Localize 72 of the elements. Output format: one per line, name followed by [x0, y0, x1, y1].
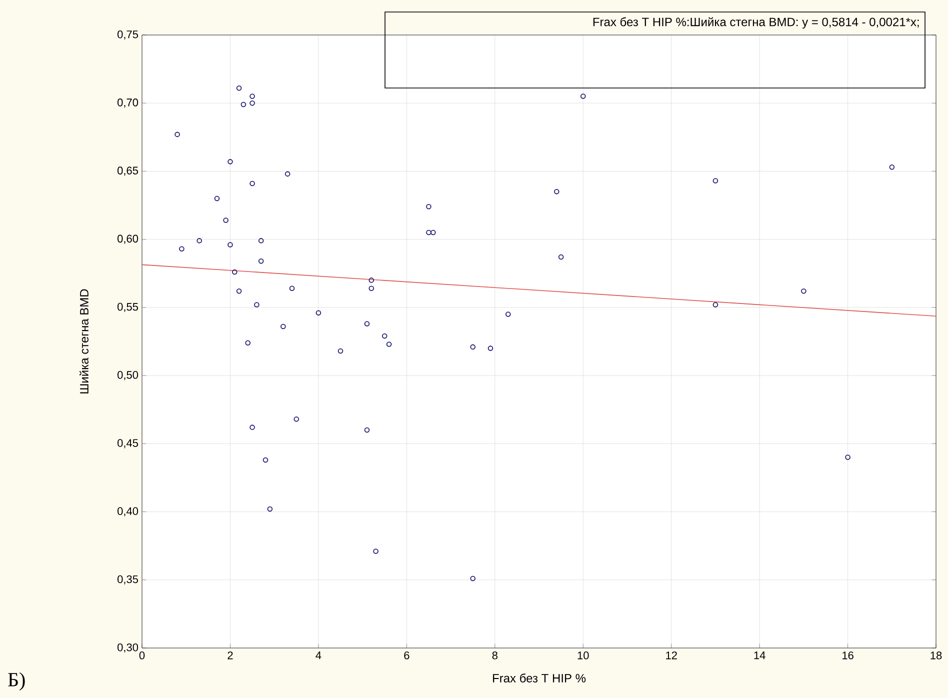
- point: [228, 242, 233, 248]
- y-tick-label: 0,35: [118, 575, 138, 584]
- point: [250, 94, 255, 99]
- point: [368, 286, 374, 292]
- point: [250, 100, 255, 106]
- point: [236, 85, 242, 91]
- text: Frax без T HIP %:Шийка стегна BMD: y = 0,5814 - 0,0021*x;: [593, 17, 919, 29]
- point: [232, 269, 238, 275]
- point: [470, 576, 476, 582]
- point: [470, 344, 476, 350]
- point: [267, 506, 273, 512]
- point: [280, 324, 286, 330]
- point: [223, 218, 228, 223]
- point: [712, 302, 718, 308]
- point: [258, 238, 264, 244]
- x-tick-label: 2: [228, 652, 233, 660]
- x-tick-label: 8: [492, 652, 498, 660]
- point: [179, 246, 184, 252]
- y-tick-label: 0,40: [118, 507, 138, 516]
- point: [338, 348, 344, 354]
- y-tick-label: 0,65: [118, 166, 138, 176]
- x-tick-label: 4: [316, 652, 322, 660]
- y-axis-title: Шийка стегна BMD: [79, 289, 88, 394]
- y-tick-label: 0,75: [118, 30, 138, 40]
- point: [228, 159, 233, 164]
- x-tick-label: 16: [842, 652, 854, 660]
- point: [426, 204, 432, 210]
- point: [245, 340, 251, 346]
- x-axis-title: Frax без T HIP %: [492, 674, 586, 682]
- point: [801, 288, 806, 294]
- x-tick-label: 12: [666, 652, 677, 660]
- point: [316, 310, 322, 316]
- point: [382, 333, 388, 339]
- point: [373, 548, 378, 554]
- point: [262, 457, 268, 463]
- point: [250, 424, 255, 430]
- point: [284, 171, 290, 177]
- y-tick-label: 0,70: [118, 98, 138, 108]
- y-tick-label: 0,55: [118, 302, 138, 312]
- point: [554, 189, 560, 194]
- y-tick-label: 0,50: [118, 371, 138, 380]
- point: [488, 346, 494, 351]
- point: [258, 258, 264, 264]
- x-tick-label: 14: [754, 652, 766, 660]
- y-tick-label: 0,60: [118, 234, 138, 244]
- x-tick-label: 18: [930, 652, 942, 660]
- point: [250, 180, 255, 186]
- point: [174, 132, 180, 138]
- point: [889, 164, 895, 170]
- point: [294, 416, 300, 422]
- y-tick-label: 0,30: [118, 643, 138, 653]
- point: [364, 427, 370, 433]
- point: [240, 102, 246, 108]
- point: [505, 312, 511, 317]
- point: [254, 302, 260, 308]
- point: [426, 230, 432, 236]
- point: [214, 196, 220, 202]
- x-tick-label: 6: [404, 652, 410, 660]
- point: [558, 254, 564, 260]
- point: [289, 286, 295, 292]
- point: [386, 342, 392, 347]
- point: [845, 454, 850, 460]
- point: [580, 94, 586, 99]
- point: [196, 238, 202, 244]
- text: Б): [8, 672, 25, 690]
- point: [368, 278, 374, 283]
- point: [364, 321, 370, 326]
- y-tick-label: 0,45: [118, 439, 138, 448]
- point: [236, 288, 242, 294]
- x-tick-label: 0: [139, 652, 145, 660]
- point: [712, 178, 718, 184]
- x-tick-label: 10: [578, 652, 589, 660]
